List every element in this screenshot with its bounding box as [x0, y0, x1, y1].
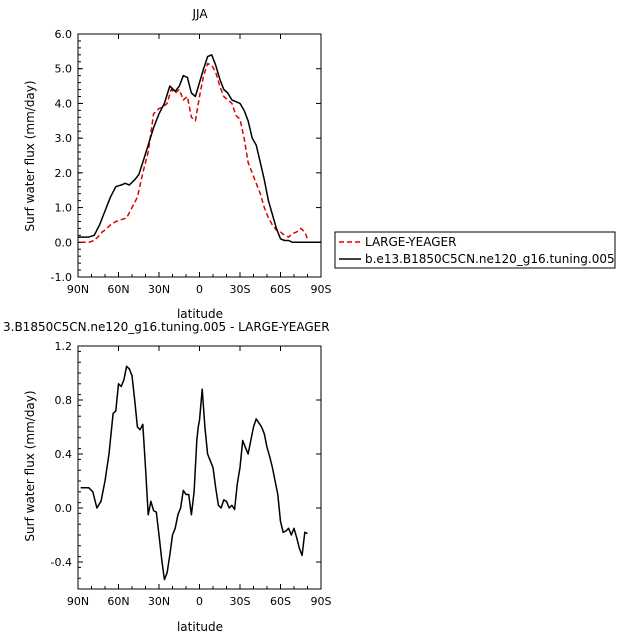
top-y-tick-label: 5.0: [55, 63, 73, 76]
bottom-y-tick-label: -0.4: [51, 556, 72, 569]
bottom-x-tick-label: 60S: [270, 595, 291, 608]
bottom-series-difference-line: [80, 365, 308, 581]
bottom-plot-frame: [77, 345, 322, 590]
bottom-x-tick-label: 90S: [311, 595, 332, 608]
top-y-tick-label: 2.0: [55, 167, 73, 180]
top-y-tick-label: 0.0: [55, 236, 73, 249]
top-x-tick-label: 30S: [230, 283, 251, 296]
bottom-x-tick-label: 0: [196, 595, 203, 608]
legend-frame: [334, 231, 616, 269]
bottom-y-tick-label: 0.4: [55, 448, 73, 461]
bottom-y-tick-label: 0.8: [55, 394, 73, 407]
top-y-tick-label: 4.0: [55, 97, 73, 110]
top-y-tick-label: 1.0: [55, 202, 73, 215]
bottom-y-tick-label: 0.0: [55, 502, 73, 515]
bottom-x-tick-label: 90N: [67, 595, 89, 608]
top-x-tick-label: 90N: [67, 283, 89, 296]
top-x-tick-label: 30N: [148, 283, 170, 296]
top-chart-title: JJA: [191, 7, 208, 21]
top-x-tick-label: 90S: [311, 283, 332, 296]
bottom-chart-title: 3.B1850C5CN.ne120_g16.tuning.005 - LARGE…: [3, 320, 330, 334]
top-x-axis-label: latitude: [177, 307, 223, 321]
legend: LARGE-YEAGER b.e13.B1850C5CN.ne120_g16.t…: [334, 231, 616, 269]
bottom-x-axis-label: latitude: [177, 620, 223, 634]
top-x-tick-label: 0: [196, 283, 203, 296]
legend-label-model: b.e13.B1850C5CN.ne120_g16.tuning.005: [365, 252, 615, 266]
top-series-b-e13-b1850c5cn-ne120-g16-tuning-005-line: [78, 54, 321, 244]
top-series-large-yeager-line: [80, 62, 309, 244]
top-y-tick-label: 3.0: [55, 132, 73, 145]
bottom-y-axis-label: Surf water flux (mm/day): [23, 390, 37, 541]
top-y-tick-label: -1.0: [51, 271, 72, 284]
top-y-tick-label: 6.0: [55, 28, 73, 41]
top-x-tick-label: 60N: [107, 283, 129, 296]
bottom-x-tick-label: 30S: [230, 595, 251, 608]
bottom-x-tick-label: 30N: [148, 595, 170, 608]
bottom-x-tick-label: 60N: [107, 595, 129, 608]
top-y-axis-label: Surf water flux (mm/day): [23, 80, 37, 231]
legend-label-large-yeager: LARGE-YEAGER: [365, 235, 456, 249]
top-x-tick-label: 60S: [270, 283, 291, 296]
bottom-y-tick-label: 1.2: [55, 340, 73, 353]
